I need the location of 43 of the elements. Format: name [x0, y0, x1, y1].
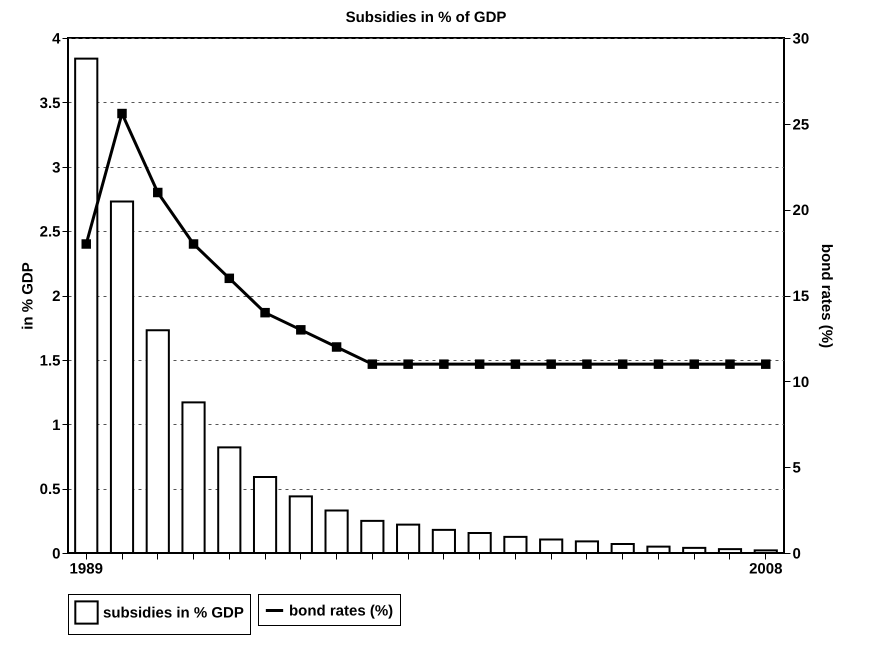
y-tick-label: 3 [52, 159, 60, 176]
point [81, 239, 91, 249]
point [188, 239, 198, 249]
y-tick-label: 0 [52, 546, 60, 562]
y-axis-title: in % GDP [20, 262, 37, 330]
point [153, 188, 163, 198]
y2-tick-label: 30 [792, 30, 810, 48]
y-tick-label: 1.5 [40, 352, 60, 370]
point [689, 359, 699, 369]
y-tick-label: 2 [52, 288, 60, 305]
point [117, 108, 127, 118]
y2-tick-label: 0 [792, 546, 801, 562]
chart-title: Subsidies in % of GDP [346, 9, 506, 26]
y2-axis-title: bond rates (%) [818, 244, 836, 348]
y2-tick-label: 15 [792, 288, 810, 305]
point [510, 359, 520, 369]
y-tick-label: 4 [52, 30, 62, 48]
point [368, 359, 378, 369]
y2-tick-label: 10 [792, 374, 810, 391]
point [332, 342, 342, 352]
point [474, 359, 484, 369]
legend-label: bond rates (%) [289, 602, 394, 620]
point [546, 359, 556, 369]
y-tick-label: 2.5 [40, 224, 60, 241]
point [296, 325, 306, 335]
x-tick-label: 1989 [70, 560, 103, 578]
y-tick-label: 3.5 [40, 94, 60, 112]
point [761, 359, 771, 369]
legend-label: subsidies in % GDP [103, 604, 244, 622]
y2-tick-label: 25 [792, 116, 810, 134]
point [439, 359, 449, 369]
point [403, 359, 413, 369]
point [224, 274, 234, 284]
y2-tick-label: 5 [792, 460, 801, 477]
y2-tick-label: 20 [792, 202, 810, 220]
point [725, 359, 735, 369]
y-tick-label: 0.5 [40, 481, 60, 498]
y-tick-label: 1 [52, 416, 60, 434]
point [654, 359, 664, 369]
point [618, 359, 628, 369]
x-tick-label: 2008 [749, 560, 782, 578]
point [582, 359, 592, 369]
point [260, 308, 270, 318]
